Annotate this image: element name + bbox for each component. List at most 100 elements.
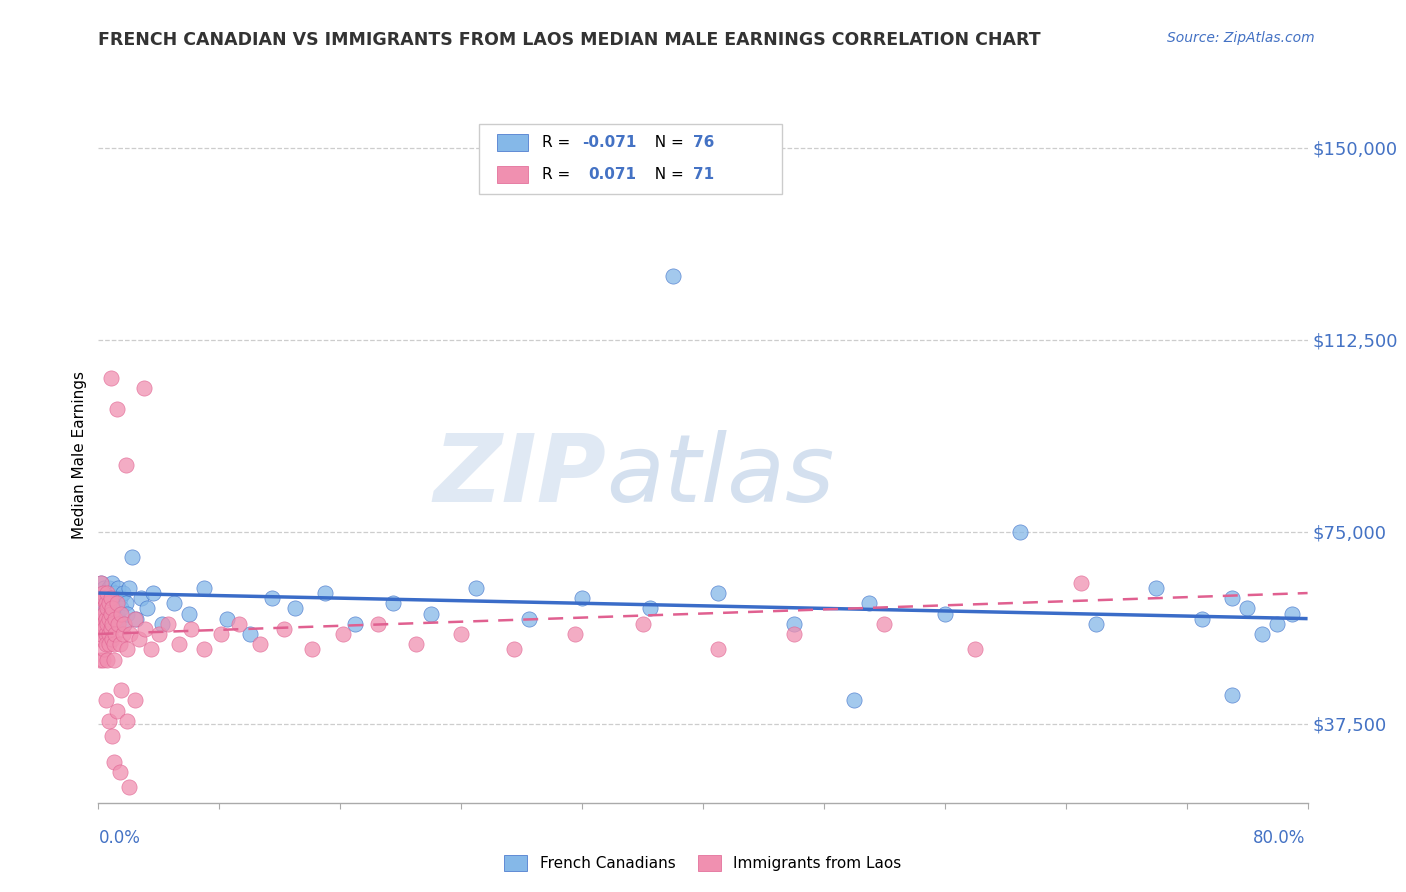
- Text: 0.071: 0.071: [588, 167, 636, 182]
- Point: [125, 612, 148, 626]
- Point: [101, 601, 124, 615]
- Point: [93, 581, 115, 595]
- Point: [111, 627, 134, 641]
- Text: -0.071: -0.071: [582, 135, 637, 150]
- Point: [89, 616, 111, 631]
- Point: [94, 596, 117, 610]
- Point: [110, 601, 132, 615]
- Point: [1070, 575, 1092, 590]
- Point: [419, 607, 441, 621]
- Point: [118, 581, 141, 595]
- Point: [114, 458, 136, 472]
- Point: [193, 642, 215, 657]
- Point: [450, 627, 472, 641]
- Point: [273, 622, 295, 636]
- Point: [98, 612, 121, 626]
- Point: [1220, 689, 1243, 703]
- Point: [1191, 612, 1213, 626]
- Point: [107, 616, 129, 631]
- Point: [94, 612, 117, 626]
- Point: [858, 596, 880, 610]
- Point: [344, 616, 367, 631]
- Point: [89, 632, 111, 646]
- Point: [177, 607, 201, 621]
- Point: [96, 607, 118, 621]
- Point: [91, 616, 114, 631]
- Point: [90, 627, 112, 641]
- Point: [105, 704, 128, 718]
- Point: [115, 642, 138, 657]
- Point: [262, 591, 284, 606]
- Point: [93, 591, 115, 606]
- Point: [118, 780, 141, 795]
- Point: [98, 581, 121, 595]
- Point: [105, 401, 128, 416]
- Point: [571, 591, 593, 606]
- Point: [91, 601, 114, 615]
- Point: [98, 627, 121, 641]
- Point: [101, 575, 124, 590]
- Point: [564, 627, 586, 641]
- Point: [631, 616, 654, 631]
- Point: [163, 596, 186, 610]
- Point: [134, 622, 156, 636]
- Point: [332, 627, 354, 641]
- Point: [100, 586, 122, 600]
- Point: [465, 581, 488, 595]
- Point: [90, 612, 112, 626]
- Point: [1265, 616, 1288, 631]
- Point: [96, 616, 118, 631]
- Point: [284, 601, 307, 615]
- Point: [93, 642, 115, 657]
- Point: [101, 607, 124, 621]
- Point: [301, 642, 323, 657]
- Point: [150, 616, 173, 631]
- Point: [103, 601, 125, 615]
- Point: [1236, 601, 1258, 615]
- Y-axis label: Median Male Earnings: Median Male Earnings: [72, 371, 87, 539]
- Point: [110, 607, 132, 621]
- Point: [94, 601, 117, 615]
- Text: 71: 71: [693, 167, 714, 182]
- Point: [108, 765, 131, 780]
- Point: [90, 612, 112, 626]
- Point: [707, 642, 730, 657]
- Point: [98, 714, 121, 728]
- Point: [96, 586, 118, 600]
- Point: [105, 607, 128, 621]
- Point: [135, 601, 157, 615]
- Point: [98, 591, 121, 606]
- Point: [215, 612, 238, 626]
- Point: [156, 616, 179, 631]
- Point: [167, 637, 190, 651]
- Point: [782, 627, 804, 641]
- Point: [115, 714, 138, 728]
- Point: [103, 652, 125, 666]
- Point: [114, 596, 136, 610]
- Point: [100, 601, 122, 615]
- Point: [89, 652, 111, 666]
- Point: [90, 575, 112, 590]
- Point: [105, 596, 128, 610]
- Point: [1010, 524, 1032, 539]
- Point: [239, 627, 262, 641]
- Point: [100, 371, 122, 385]
- Text: Source: ZipAtlas.com: Source: ZipAtlas.com: [1167, 31, 1315, 45]
- Point: [1251, 627, 1274, 641]
- Point: [100, 607, 122, 621]
- Bar: [498, 134, 527, 152]
- Text: N =: N =: [645, 135, 689, 150]
- Point: [782, 616, 804, 631]
- Point: [112, 616, 135, 631]
- Point: [93, 596, 115, 610]
- Point: [91, 586, 114, 600]
- Point: [112, 616, 135, 631]
- Point: [96, 596, 118, 610]
- Point: [1144, 581, 1167, 595]
- Point: [91, 652, 114, 666]
- Point: [115, 607, 138, 621]
- Point: [98, 637, 121, 651]
- Point: [965, 642, 987, 657]
- Point: [98, 612, 121, 626]
- Point: [141, 642, 163, 657]
